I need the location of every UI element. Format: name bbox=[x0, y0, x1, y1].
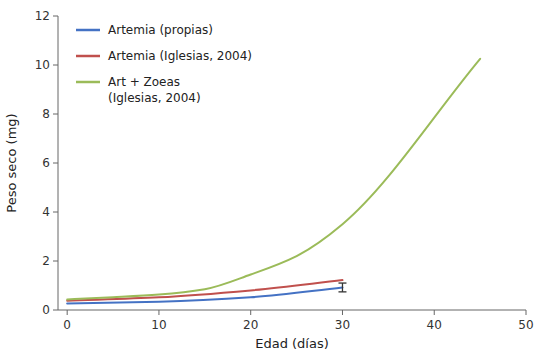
legend-label: Artemia (Iglesias, 2004) bbox=[108, 49, 252, 63]
y-tick-label: 6 bbox=[42, 156, 50, 170]
x-axis-label: Edad (días) bbox=[255, 336, 329, 351]
plot-area bbox=[67, 59, 480, 304]
legend-label-line: (Iglesias, 2004) bbox=[108, 91, 201, 105]
legend-item: Art + Zoeas (Iglesias, 2004) bbox=[76, 75, 201, 105]
y-tick bbox=[53, 163, 58, 164]
y-tick-label: 10 bbox=[35, 58, 50, 72]
legend: Artemia (propias) Artemia (Iglesias, 2004… bbox=[76, 23, 252, 105]
legend-label-line: Artemia (Iglesias, 2004) bbox=[108, 49, 252, 63]
y-tick-label: 12 bbox=[35, 9, 50, 23]
legend-label-line: Art + Zoeas bbox=[108, 75, 180, 89]
y-axis-label: Peso seco (mg) bbox=[4, 113, 19, 212]
x-tick bbox=[526, 310, 527, 315]
y-tick bbox=[53, 114, 58, 115]
y-tick-label: 2 bbox=[42, 254, 50, 268]
legend-label: Art + Zoeas (Iglesias, 2004) bbox=[108, 75, 201, 105]
error-bar-cap bbox=[338, 291, 346, 292]
x-tick-label: 10 bbox=[151, 318, 166, 332]
legend-label-line: Artemia (propias) bbox=[108, 23, 213, 37]
legend-swatch bbox=[76, 55, 100, 58]
legend-swatch bbox=[76, 81, 100, 84]
legend-swatch bbox=[76, 29, 100, 32]
x-tick-label: 0 bbox=[63, 318, 71, 332]
x-axis-line bbox=[58, 310, 526, 311]
x-tick bbox=[250, 310, 251, 315]
legend-item: Artemia (Iglesias, 2004) bbox=[76, 49, 252, 63]
chart: 0 10 20 30 40 50 0 2 4 6 8 10 12 Edad (días) Peso seco… bbox=[0, 0, 542, 356]
error-bar-cap bbox=[338, 282, 346, 283]
x-tick-label: 50 bbox=[518, 318, 533, 332]
x-tick-label: 40 bbox=[427, 318, 442, 332]
y-tick-label: 8 bbox=[42, 107, 50, 121]
y-tick bbox=[53, 261, 58, 262]
axes: 0 10 20 30 40 50 0 2 4 6 8 10 12 bbox=[35, 9, 534, 332]
x-tick bbox=[67, 310, 68, 315]
series bbox=[67, 59, 480, 300]
x-tick bbox=[158, 310, 159, 315]
x-tick bbox=[342, 310, 343, 315]
x-tick bbox=[434, 310, 435, 315]
x-tick-label: 30 bbox=[335, 318, 350, 332]
error-bar-stem bbox=[342, 283, 343, 292]
y-tick bbox=[53, 212, 58, 213]
y-tick-label: 4 bbox=[42, 205, 50, 219]
y-tick bbox=[53, 310, 58, 311]
x-tick-label: 20 bbox=[243, 318, 258, 332]
legend-item: Artemia (propias) bbox=[76, 23, 213, 37]
y-tick bbox=[53, 16, 58, 17]
series-line bbox=[67, 59, 480, 300]
legend-label: Artemia (propias) bbox=[108, 23, 213, 37]
y-tick-label: 0 bbox=[42, 303, 50, 317]
error-bar bbox=[338, 283, 346, 292]
y-tick bbox=[53, 65, 58, 66]
